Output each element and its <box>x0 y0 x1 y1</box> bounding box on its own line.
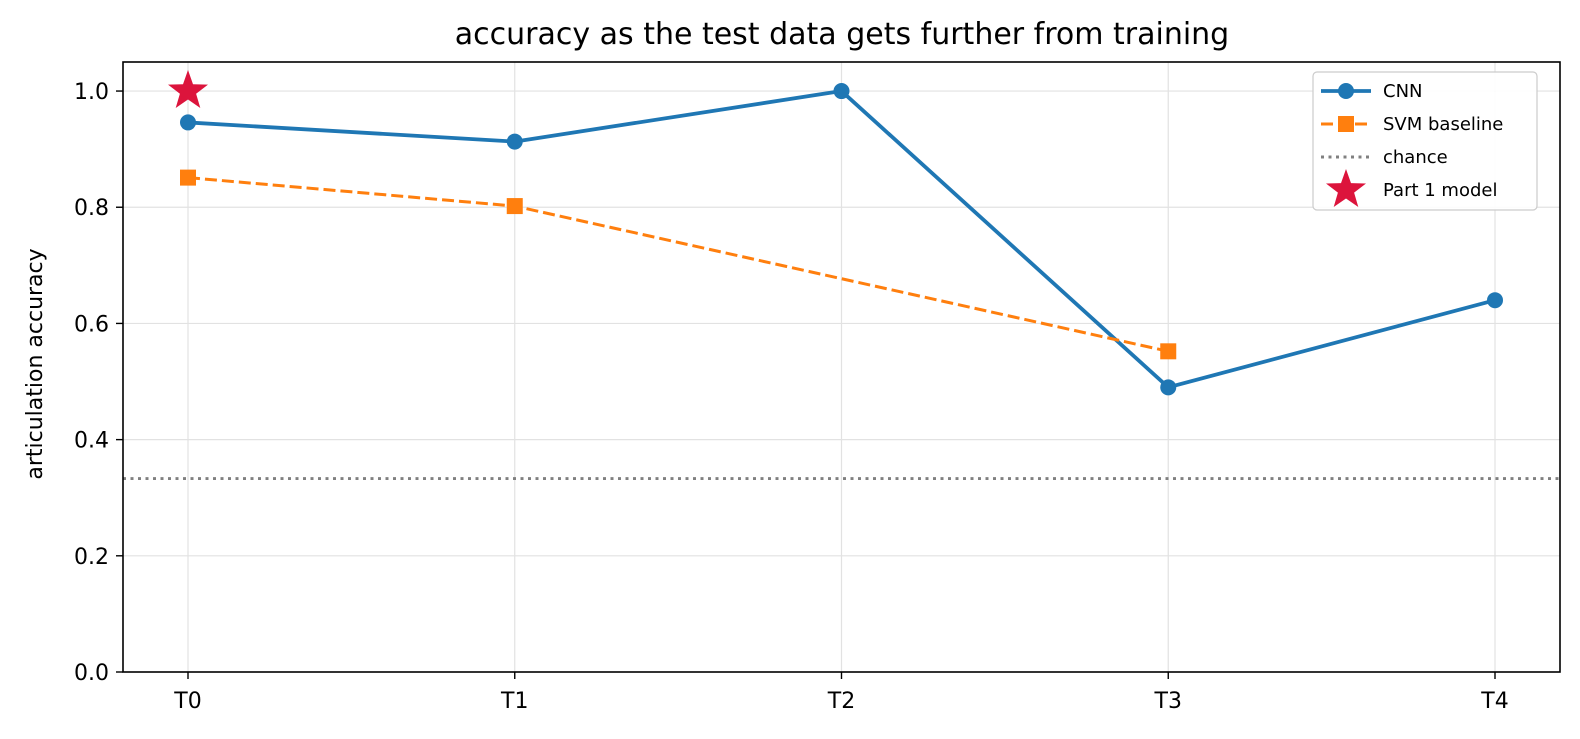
legend-label-part-1-model: Part 1 model <box>1383 180 1497 201</box>
cnn-point <box>1160 379 1177 396</box>
cnn-point <box>833 83 850 100</box>
y-tick-label: 0.8 <box>74 196 109 221</box>
x-tick-label: T1 <box>500 689 528 714</box>
chart-title: accuracy as the test data gets further f… <box>455 17 1229 52</box>
cnn-point <box>1487 292 1503 309</box>
legend: CNN SVM baseline chance Part 1 model <box>1312 71 1538 211</box>
y-tick-label: 1.0 <box>74 80 109 105</box>
legend-label-cnn: CNN <box>1383 81 1423 102</box>
x-tick-label: T4 <box>1480 689 1508 714</box>
x-tick-label: T0 <box>173 689 201 714</box>
legend-marker-cnn <box>1338 83 1354 99</box>
part-1-model-point <box>168 70 208 108</box>
legend-box <box>1312 71 1538 211</box>
cnn-point <box>180 114 196 131</box>
x-tick-label: T3 <box>1154 689 1182 714</box>
data-layer <box>123 70 1560 480</box>
legend-label-chance: chance <box>1383 147 1448 168</box>
cnn-point <box>506 133 523 150</box>
legend-label-svm-baseline: SVM baseline <box>1383 114 1503 135</box>
tick-layer: T0 T1 T2 T3 T4 0.0 0.2 0.4 0.6 0.8 1.0 <box>74 80 1509 714</box>
y-tick-label: 0.4 <box>74 429 109 454</box>
y-axis-label: articulation accuracy <box>23 248 48 479</box>
legend-marker-svm-baseline <box>1338 116 1354 132</box>
x-tick-label: T2 <box>827 689 855 714</box>
svm-baseline-point <box>180 169 196 186</box>
svm-baseline-point <box>506 198 523 215</box>
legend-marker-part-1-model <box>1326 169 1366 207</box>
y-tick-label: 0.0 <box>74 661 109 686</box>
svm-baseline-line <box>187 176 1169 353</box>
y-tick-label: 0.6 <box>74 312 109 337</box>
y-tick-label: 0.2 <box>74 545 109 570</box>
svm-baseline-point <box>1160 343 1177 360</box>
